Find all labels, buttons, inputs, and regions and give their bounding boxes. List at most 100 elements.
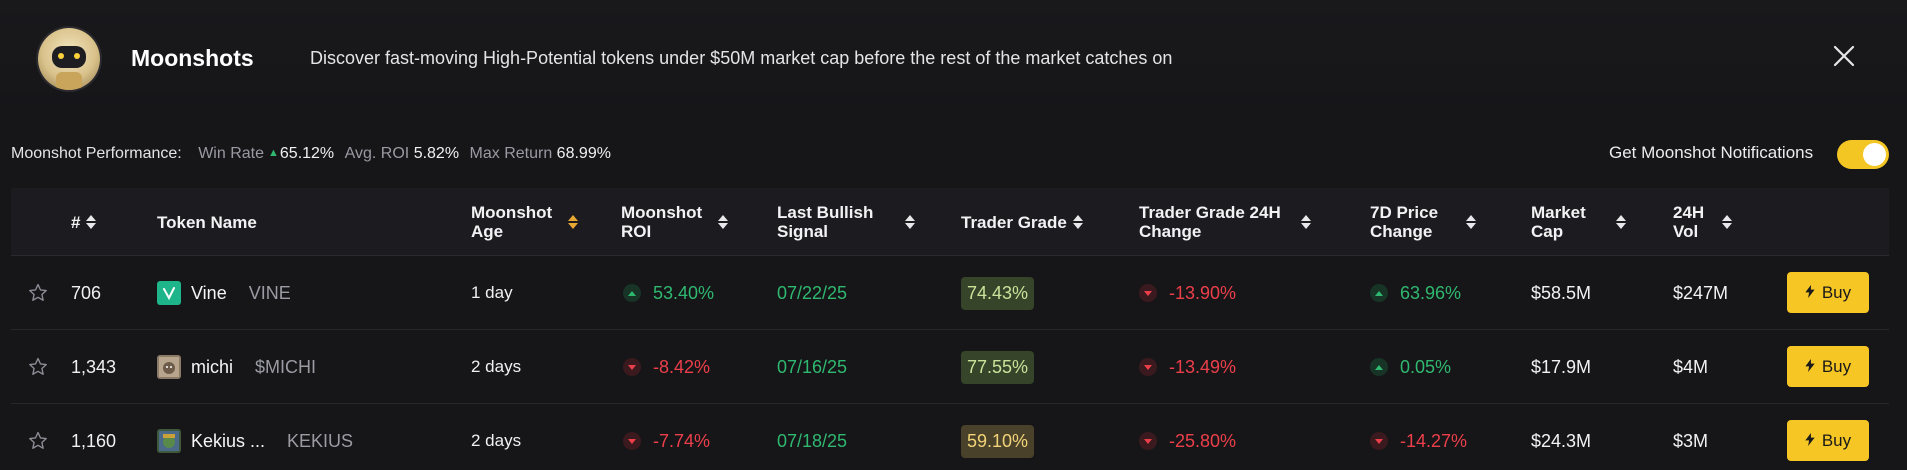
page-title: Moonshots	[131, 45, 254, 71]
star-icon[interactable]	[27, 256, 49, 330]
trend-down-icon	[1139, 358, 1157, 376]
table-header: # Token Name Moonshot Age Moonshot ROI Las…	[11, 188, 1889, 256]
sort-icon	[1466, 215, 1477, 229]
sort-icon	[905, 215, 916, 229]
arrow-up-icon: ▲	[268, 147, 279, 159]
sort-icon	[1300, 215, 1311, 229]
roi-value: -8.42%	[653, 356, 711, 377]
trend-down-icon	[623, 358, 641, 376]
sort-icon	[1722, 215, 1733, 229]
grade-badge: 77.55%	[961, 350, 1035, 384]
token-name: Kekius ...	[191, 430, 266, 451]
buy-button[interactable]: Buy	[1787, 420, 1869, 461]
moonshot-age: 1 day	[471, 283, 513, 302]
moonshot-roi: 53.40%	[623, 256, 714, 330]
col-7d-price-change[interactable]: 7D Price Change	[1370, 188, 1477, 256]
lightning-icon	[1805, 432, 1815, 449]
last-bullish-signal: 07/18/25	[777, 430, 848, 451]
token-name-cell[interactable]: Vine VINE	[157, 256, 291, 330]
notifications-toggle[interactable]	[1837, 140, 1889, 169]
star-icon[interactable]	[27, 330, 49, 404]
col-trader-grade[interactable]: Trader Grade	[961, 188, 1083, 256]
token-symbol: KEKIUS	[287, 430, 354, 451]
grade-badge: 74.43%	[961, 276, 1035, 310]
market-cap: $17.9M	[1531, 356, 1592, 377]
trend-up-icon	[1370, 284, 1388, 302]
token-name: Vine	[191, 282, 227, 303]
col-token-name: Token Name	[157, 212, 257, 232]
volume-24h: $3M	[1673, 430, 1709, 451]
token-name-cell[interactable]: Kekius ... KEKIUS	[157, 404, 353, 470]
buy-button[interactable]: Buy	[1787, 272, 1869, 313]
grade24-value: -13.90%	[1169, 282, 1237, 303]
trend-up-icon	[1370, 358, 1388, 376]
market-cap: $24.3M	[1531, 430, 1592, 451]
col-moonshot-roi[interactable]: Moonshot ROI	[621, 188, 729, 256]
market-cap: $58.5M	[1531, 282, 1592, 303]
trend-down-icon	[1139, 432, 1157, 450]
trader-grade-24h: -13.90%	[1139, 256, 1236, 330]
page-subtitle: Discover fast-moving High-Potential toke…	[310, 48, 1173, 68]
token-name-cell[interactable]: michi $MICHI	[157, 330, 316, 404]
col-trader-grade-24h[interactable]: Trader Grade 24H Change	[1139, 188, 1311, 256]
trader-grade-24h: -13.49%	[1139, 330, 1236, 404]
trend-down-icon	[1370, 432, 1388, 450]
volume-24h: $247M	[1673, 282, 1729, 303]
trend-down-icon	[1139, 284, 1157, 302]
grade24-value: -25.80%	[1169, 430, 1237, 451]
trader-grade: 74.43%	[961, 256, 1035, 330]
col-moonshot-age[interactable]: Moonshot Age	[471, 188, 579, 256]
trader-grade-24h: -25.80%	[1139, 404, 1236, 470]
notifications-label: Get Moonshot Notifications	[1609, 143, 1814, 162]
trend-up-icon	[623, 284, 641, 302]
price7d-value: 63.96%	[1400, 282, 1462, 303]
price7d-value: 0.05%	[1400, 356, 1452, 377]
moonshot-age: 2 days	[471, 357, 522, 376]
moonshots-header: Moonshots Discover fast-moving High-Pote…	[0, 0, 1907, 118]
price-7d-change: 63.96%	[1370, 256, 1461, 330]
buy-button[interactable]: Buy	[1787, 346, 1869, 387]
win-rate-label: Win Rate	[198, 145, 264, 162]
col-last-bullish-signal[interactable]: Last Bullish Signal	[777, 188, 916, 256]
avg-roi-value: 5.82%	[413, 145, 460, 162]
avg-roi-label: Avg. ROI	[344, 145, 410, 162]
moonshots-table: # Token Name Moonshot Age Moonshot ROI Las…	[11, 188, 1889, 470]
sort-icon	[568, 215, 579, 229]
token-rank: 706	[71, 282, 102, 303]
moonshot-performance: Moonshot Performance: Win Rate ▲65.12% Av…	[11, 145, 611, 163]
sort-icon	[718, 215, 729, 229]
moonshot-roi: -7.74%	[623, 404, 710, 470]
moonshot-roi: -8.42%	[623, 330, 710, 404]
token-name: michi	[191, 356, 234, 377]
close-icon[interactable]	[1832, 44, 1856, 68]
col-rank[interactable]: #	[71, 188, 97, 256]
trader-grade: 59.10%	[961, 404, 1035, 470]
moonshot-age: 2 days	[471, 431, 522, 450]
token-rank: 1,343	[71, 356, 117, 377]
col-24h-vol[interactable]: 24H Vol	[1673, 188, 1733, 256]
buy-label: Buy	[1821, 430, 1852, 450]
grade-badge: 59.10%	[961, 424, 1035, 458]
star-icon[interactable]	[27, 404, 49, 470]
lightning-icon	[1805, 284, 1815, 301]
token-symbol: $MICHI	[255, 356, 317, 377]
buy-label: Buy	[1821, 356, 1852, 376]
moonshot-mascot-icon	[38, 28, 100, 90]
trend-down-icon	[623, 432, 641, 450]
kekius-icon	[157, 429, 181, 453]
col-market-cap[interactable]: Market Cap	[1531, 188, 1626, 256]
volume-24h: $4M	[1673, 356, 1709, 377]
grade24-value: -13.49%	[1169, 356, 1237, 377]
michi-cat-icon	[157, 355, 181, 379]
table-row[interactable]: 1,343 michi $MICHI 2 days -8.42% 07/16/25 77.5…	[11, 330, 1889, 404]
table-row[interactable]: 706 Vine VINE 1 day 53.40% 07/22/25 74.43% -13.…	[11, 256, 1889, 330]
last-bullish-signal: 07/22/25	[777, 282, 848, 303]
vine-icon	[157, 281, 181, 305]
win-rate-value: 65.12%	[279, 145, 335, 162]
sort-icon	[1615, 215, 1626, 229]
sort-icon	[1072, 215, 1083, 229]
table-row[interactable]: 1,160 Kekius ... KEKIUS 2 days -7.74% 07/18/2…	[11, 404, 1889, 470]
max-return-value: 68.99%	[556, 145, 611, 162]
performance-label: Moonshot Performance:	[11, 145, 182, 162]
token-rank: 1,160	[71, 430, 117, 451]
